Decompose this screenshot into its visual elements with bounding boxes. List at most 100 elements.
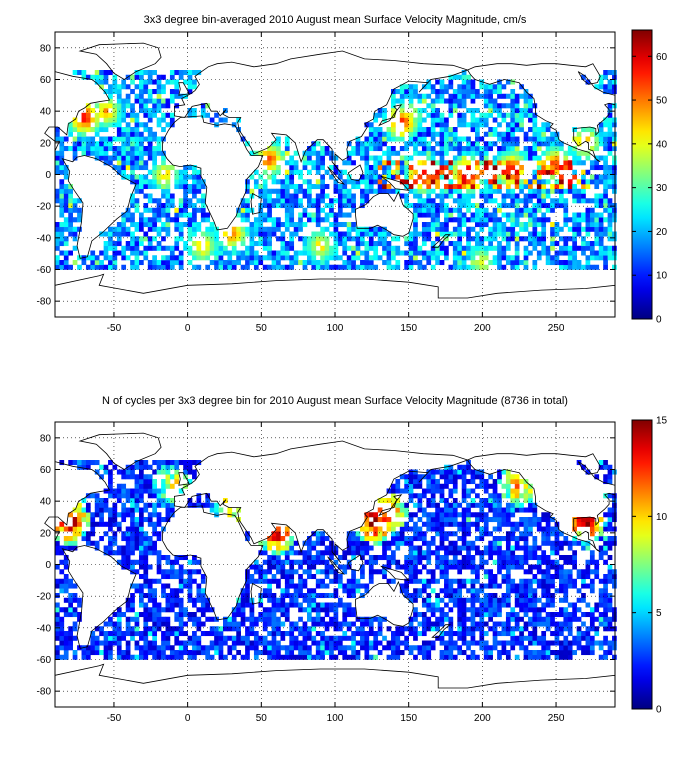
heatmap-cell (311, 150, 317, 156)
heatmap-cell (360, 231, 365, 237)
heatmap-cell (497, 583, 502, 589)
heatmap-cell (320, 650, 325, 656)
heatmap-cell (116, 635, 122, 641)
heatmap-cell (448, 469, 454, 475)
heatmap-cell (382, 179, 387, 185)
heatmap-cell (130, 155, 135, 161)
heatmap-cell (59, 241, 65, 247)
heatmap-cell (501, 131, 507, 137)
heatmap-cell (174, 631, 180, 637)
heatmap-cell (81, 512, 87, 518)
heatmap-cell (408, 474, 414, 480)
heatmap-cell (408, 231, 414, 237)
heatmap-cell (284, 198, 290, 204)
heatmap-cell (391, 526, 396, 532)
heatmap-cell (94, 79, 100, 85)
heatmap-cell (214, 122, 219, 128)
heatmap-cell (391, 255, 396, 261)
heatmap-cell (360, 250, 365, 256)
heatmap-cell (408, 117, 414, 123)
heatmap-cell (413, 531, 418, 537)
heatmap-cell (147, 179, 153, 185)
heatmap-cell (342, 198, 348, 204)
heatmap-cell (103, 621, 109, 627)
heatmap-cell (143, 479, 149, 485)
heatmap-cell (192, 250, 197, 256)
coastline-path (54, 273, 616, 318)
heatmap-cell (435, 512, 440, 518)
heatmap-cell (59, 150, 65, 156)
heatmap-cell (523, 635, 529, 641)
heatmap-cell (603, 250, 608, 256)
heatmap-cell (139, 136, 144, 142)
heatmap-cell (174, 460, 180, 466)
heatmap-cell (470, 564, 476, 570)
heatmap-cell (470, 155, 476, 161)
heatmap-cell (413, 222, 418, 228)
heatmap-cell (346, 203, 352, 209)
heatmap-cell (143, 621, 149, 627)
heatmap-cell (227, 241, 233, 247)
heatmap-cell (612, 231, 617, 237)
heatmap-cell (165, 569, 171, 575)
heatmap-cell (156, 207, 162, 213)
heatmap-cell (152, 507, 157, 513)
heatmap-cell (408, 136, 414, 142)
heatmap-cell (373, 146, 379, 152)
heatmap-cell (483, 479, 489, 485)
heatmap-cell (139, 150, 144, 156)
heatmap-cell (523, 108, 529, 114)
heatmap-cell (249, 241, 255, 247)
heatmap-cell (333, 640, 339, 646)
heatmap-cell (147, 493, 153, 499)
heatmap-cell (452, 174, 458, 180)
coastline-path (61, 155, 137, 259)
heatmap-cell (311, 236, 317, 242)
heatmap-cell (236, 207, 241, 213)
heatmap-cell (435, 193, 440, 199)
heatmap-cell (439, 588, 445, 594)
heatmap-cell (55, 160, 60, 166)
heatmap-cell (262, 217, 268, 223)
heatmap-cell (307, 550, 312, 556)
heatmap-cell (143, 616, 149, 622)
heatmap-cell (404, 184, 409, 190)
heatmap-cell (435, 222, 440, 228)
heatmap-cell (505, 559, 511, 565)
heatmap-cell (603, 84, 608, 90)
heatmap-cell (209, 117, 215, 123)
heatmap-cell (461, 597, 467, 603)
heatmap-cell (125, 146, 131, 152)
heatmap-cell (152, 146, 157, 152)
heatmap-cell (603, 155, 608, 161)
heatmap-cell (483, 593, 489, 599)
heatmap-cell (364, 550, 370, 556)
heatmap-cell (461, 122, 467, 128)
heatmap-cell (315, 621, 321, 627)
heatmap-cell (470, 512, 476, 518)
heatmap-cell (444, 184, 449, 190)
heatmap-cell (125, 226, 131, 232)
heatmap-cell (267, 616, 272, 622)
heatmap-cell (152, 531, 157, 537)
heatmap-cell (439, 112, 445, 118)
heatmap-cell (342, 241, 348, 247)
heatmap-cell (382, 531, 387, 537)
heatmap-cell (612, 70, 617, 76)
heatmap-cell (99, 626, 104, 632)
heatmap-cell (267, 226, 272, 232)
heatmap-cell (276, 545, 281, 551)
heatmap-cell (408, 250, 414, 256)
heatmap-cell (426, 179, 432, 185)
heatmap-cell (417, 588, 423, 594)
heatmap-cell (271, 260, 277, 266)
heatmap-cell (276, 146, 281, 152)
heatmap-cell (598, 241, 604, 247)
heatmap-cell (373, 241, 379, 247)
heatmap-cell (457, 226, 463, 232)
heatmap-cell (492, 483, 498, 489)
heatmap-cell (439, 564, 445, 570)
heatmap-cell (382, 635, 387, 641)
heatmap-cell (439, 203, 445, 209)
heatmap-cell (541, 250, 547, 256)
